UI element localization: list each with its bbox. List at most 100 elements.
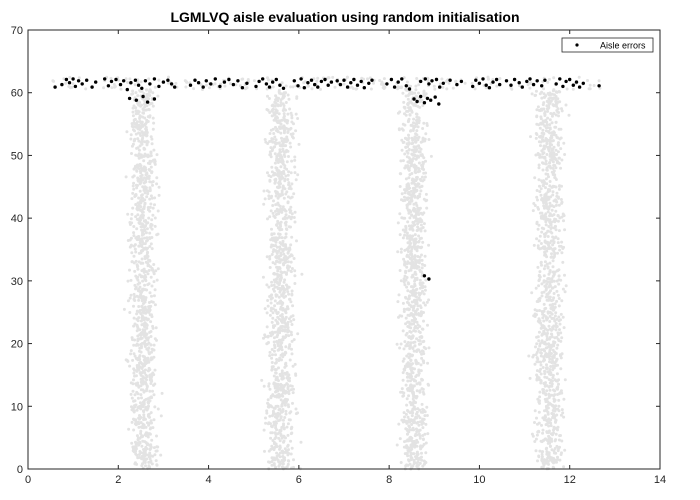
background-point bbox=[277, 281, 281, 285]
background-point bbox=[416, 307, 419, 311]
background-point bbox=[417, 213, 421, 216]
background-point bbox=[207, 86, 211, 90]
background-point bbox=[284, 221, 288, 225]
background-point bbox=[147, 301, 151, 304]
background-point bbox=[534, 353, 538, 357]
background-point bbox=[229, 82, 232, 86]
background-point bbox=[137, 139, 141, 143]
background-point bbox=[132, 297, 136, 301]
background-point bbox=[537, 429, 541, 433]
background-point bbox=[271, 316, 275, 320]
background-point bbox=[416, 206, 420, 210]
background-point bbox=[127, 427, 131, 431]
background-point bbox=[289, 217, 293, 221]
background-point bbox=[407, 320, 411, 324]
background-point bbox=[419, 314, 423, 318]
aisle-error-point bbox=[558, 77, 562, 81]
background-point bbox=[419, 229, 423, 233]
background-point bbox=[286, 251, 290, 255]
background-point bbox=[424, 451, 428, 455]
background-point bbox=[397, 422, 401, 426]
aisle-error-point bbox=[90, 85, 94, 89]
background-point bbox=[149, 320, 153, 324]
background-point bbox=[543, 358, 546, 362]
background-point bbox=[416, 228, 420, 232]
background-point bbox=[290, 267, 294, 270]
background-point bbox=[550, 208, 554, 212]
background-point bbox=[548, 320, 552, 323]
background-point bbox=[546, 316, 550, 320]
background-point bbox=[266, 304, 270, 308]
background-point bbox=[547, 345, 550, 349]
background-point bbox=[406, 260, 410, 264]
background-point bbox=[555, 346, 559, 350]
background-point bbox=[550, 280, 554, 284]
background-point bbox=[380, 80, 384, 84]
background-point bbox=[562, 397, 566, 401]
background-point bbox=[139, 80, 143, 84]
background-point bbox=[288, 358, 292, 362]
background-point bbox=[292, 192, 296, 196]
background-point bbox=[289, 145, 293, 149]
background-point bbox=[277, 366, 280, 370]
background-point bbox=[149, 275, 153, 279]
aisle-error-point bbox=[531, 82, 536, 87]
background-point bbox=[552, 273, 556, 277]
background-point bbox=[284, 412, 288, 416]
background-point bbox=[270, 361, 274, 364]
background-point bbox=[273, 343, 276, 347]
background-point bbox=[549, 195, 553, 199]
background-point bbox=[270, 367, 274, 371]
background-point bbox=[130, 197, 134, 201]
chart-title: LGMLVQ aisle evaluation using random ini… bbox=[170, 9, 519, 25]
y-tick-label: 20 bbox=[11, 339, 23, 351]
background-point bbox=[559, 318, 562, 322]
background-point bbox=[273, 272, 277, 276]
background-point bbox=[412, 452, 416, 456]
aisle-error-point bbox=[278, 83, 282, 87]
background-point bbox=[284, 436, 287, 440]
background-point bbox=[282, 137, 286, 141]
background-point bbox=[399, 86, 403, 90]
background-point bbox=[288, 411, 292, 415]
aisle-error-point bbox=[422, 101, 427, 105]
background-point bbox=[150, 170, 154, 174]
aisle-error-point bbox=[427, 277, 431, 281]
background-point bbox=[418, 325, 422, 328]
aisle-error-point bbox=[477, 81, 482, 86]
background-point bbox=[536, 244, 540, 248]
background-point bbox=[139, 384, 143, 388]
background-point bbox=[139, 205, 143, 209]
background-point bbox=[146, 442, 150, 446]
background-point bbox=[287, 292, 291, 296]
background-point bbox=[553, 176, 557, 179]
background-point bbox=[420, 175, 424, 179]
background-point bbox=[132, 428, 136, 432]
background-point bbox=[416, 225, 420, 229]
background-point bbox=[401, 122, 405, 126]
background-point bbox=[366, 77, 369, 81]
background-point bbox=[280, 377, 284, 381]
background-point bbox=[427, 138, 431, 141]
background-point bbox=[408, 400, 412, 404]
background-point bbox=[139, 174, 143, 178]
background-point bbox=[531, 355, 535, 359]
background-point bbox=[408, 436, 412, 440]
background-point bbox=[419, 369, 423, 373]
aisle-error-point bbox=[349, 81, 353, 85]
background-point bbox=[409, 384, 413, 387]
aisle-error-point bbox=[419, 94, 423, 99]
background-point bbox=[265, 325, 269, 329]
background-point bbox=[416, 125, 420, 129]
background-point bbox=[423, 175, 427, 179]
background-point bbox=[554, 203, 558, 207]
background-point bbox=[143, 324, 146, 328]
background-point bbox=[417, 423, 421, 427]
background-point bbox=[291, 391, 295, 395]
background-point bbox=[539, 354, 543, 358]
background-point bbox=[129, 133, 133, 137]
background-point bbox=[279, 131, 283, 135]
background-point bbox=[141, 297, 145, 301]
background-point bbox=[283, 150, 286, 154]
background-point bbox=[403, 191, 407, 195]
